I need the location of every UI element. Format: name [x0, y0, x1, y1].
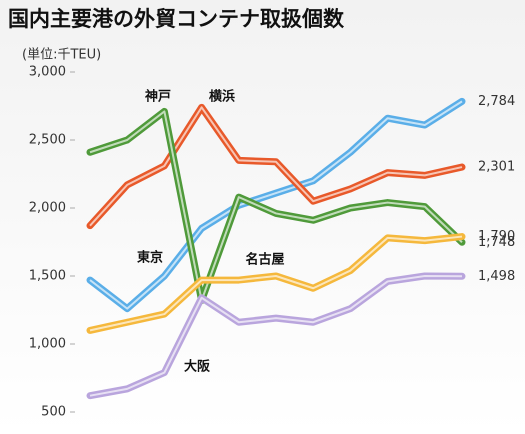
series-name: 大阪 [184, 359, 211, 375]
y-axis-label: (単位:千TEU) [22, 47, 101, 63]
line-highlight [89, 275, 463, 397]
y-tick-label: 1,000 [29, 337, 66, 352]
series-name: 東京 [137, 250, 163, 266]
y-tick-label: 1,500 [29, 269, 66, 284]
chart-title: 国内主要港の外貿コンテナ取扱個数 [8, 7, 345, 31]
y-tick-label: 2,500 [29, 133, 66, 148]
line-highlight [89, 106, 463, 227]
data-label: 1,748 [478, 235, 515, 250]
line-highlight [89, 100, 463, 310]
y-tick-label: 2,000 [29, 201, 66, 216]
series-name: 横浜 [209, 89, 235, 105]
data-label: 2,784 [478, 94, 515, 109]
data-label: 1,790 [478, 229, 515, 244]
y-tick-label: 500 [41, 405, 66, 420]
series-name: 名古屋 [245, 252, 284, 268]
line-highlight [89, 110, 463, 302]
y-tick-label: 3,000 [29, 65, 66, 80]
line-highlight [89, 235, 463, 332]
data-label: 1,498 [478, 269, 515, 284]
series-name: 神戸 [145, 89, 171, 105]
data-label: 2,301 [478, 160, 515, 175]
